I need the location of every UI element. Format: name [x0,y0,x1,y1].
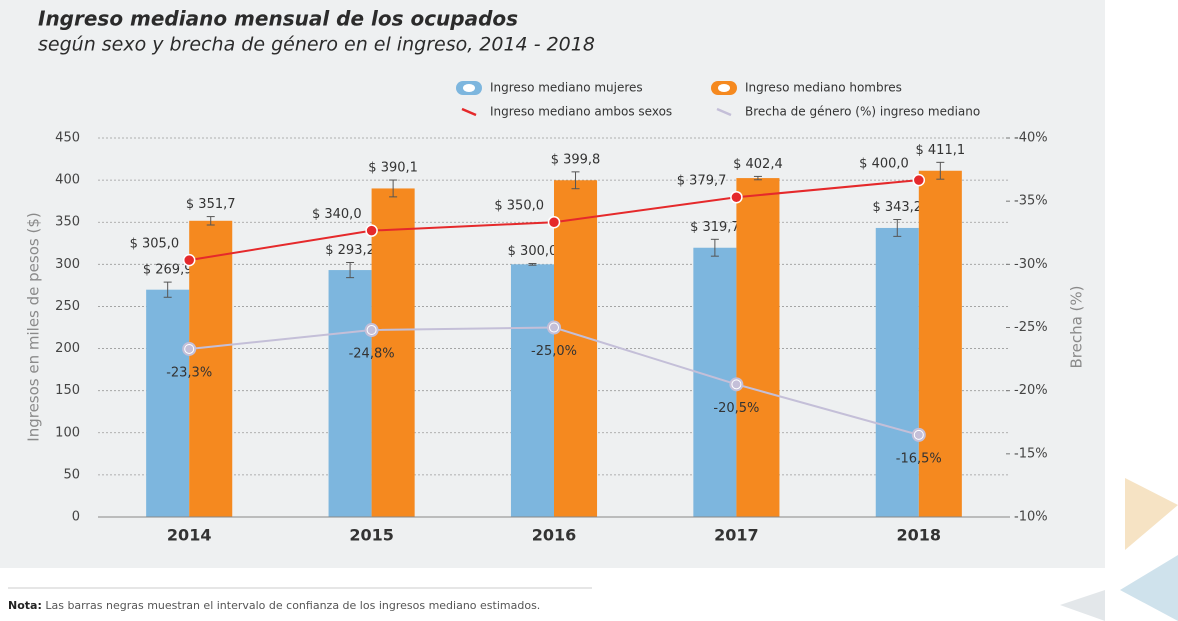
x-tick-label: 2015 [349,526,394,545]
y2-axis-title: Brecha (%) [1068,285,1086,368]
chart-title: Ingreso mediano mensual de los ocupados [38,7,518,31]
data-label: $ 269,9 [143,263,193,278]
data-label: $ 390,1 [368,161,418,176]
bar [146,289,190,517]
data-label: $ 343,2 [872,200,922,215]
data-label: -16,5% [896,451,942,466]
point [182,253,196,267]
point [912,173,926,187]
legend-swatch-icon [718,84,730,92]
decoration [1125,478,1178,550]
y-tick-label: 250 [55,299,80,314]
x-tick-label: 2018 [897,526,942,545]
note-label: Nota: [8,599,42,612]
note: Nota: Las barras negras muestran el inte… [8,599,540,612]
data-label: $ 399,8 [551,152,601,167]
y2-tick-label: -30% [1014,257,1048,272]
bar [554,180,598,518]
data-label: $ 351,7 [186,197,236,212]
data-label: -23,3% [166,365,212,380]
data-label: $ 319,7 [690,220,740,235]
point-core [914,430,923,439]
data-label: $ 305,0 [130,237,180,252]
legend-swatch [461,107,477,117]
data-label: $ 350,0 [494,199,544,214]
point-core [185,344,194,353]
legend-label: Ingreso mediano ambos sexos [490,105,672,119]
point [547,215,561,229]
decoration [1120,555,1178,621]
chart-subtitle: según sexo y brecha de género en el ingr… [38,34,595,56]
bar [875,227,919,517]
point [730,190,743,204]
data-label: -25,0% [531,344,577,359]
data-label: $ 300,0 [508,244,558,259]
point-core [732,380,741,389]
data-label: $ 411,1 [916,143,966,158]
x-tick-label: 2014 [167,526,212,545]
y2-tick-label: -20% [1014,383,1048,398]
legend-label: Brecha de género (%) ingreso mediano [745,105,980,119]
bar [189,220,233,517]
note-text: Las barras negras muestran el intervalo … [45,599,540,612]
y-tick-label: 50 [63,467,80,482]
y2-tick-label: -10% [1014,510,1048,525]
bar [918,170,962,517]
y2-tick-label: -40% [1014,131,1048,146]
y-tick-label: 200 [55,341,80,356]
bar [328,270,372,517]
x-tick-label: 2016 [532,526,577,545]
data-label: $ 402,4 [733,157,783,172]
point-core [550,323,558,332]
bar [736,178,780,517]
data-label: -24,8% [349,347,395,362]
y-tick-label: 0 [72,510,80,525]
decoration [1060,590,1105,621]
data-label: $ 340,0 [312,207,362,222]
bar [371,188,415,518]
legend-swatch-icon [463,84,475,92]
y-tick-label: 350 [55,215,80,230]
y2-tick-label: -25% [1014,320,1048,335]
data-label: $ 379,7 [677,174,727,189]
point-core [367,326,376,335]
data-label: $ 400,0 [859,157,909,172]
bar [510,264,554,517]
y-tick-label: 100 [55,425,80,440]
x-tick-label: 2017 [714,526,759,545]
legend-swatch [716,107,732,117]
y-axis-title: Ingresos en miles de pesos ($) [25,212,43,441]
y2-tick-label: -15% [1014,446,1048,461]
y-tick-label: 300 [55,257,80,272]
y-tick-label: 400 [55,173,80,188]
data-label: $ 293,2 [325,243,375,258]
legend-label: Ingreso mediano mujeres [490,81,643,95]
legend-label: Ingreso mediano hombres [745,81,902,95]
y2-tick-label: -35% [1014,194,1048,209]
point [365,224,378,237]
y-tick-label: 150 [55,383,80,398]
data-label: -20,5% [713,401,759,416]
y-tick-label: 450 [55,131,80,146]
